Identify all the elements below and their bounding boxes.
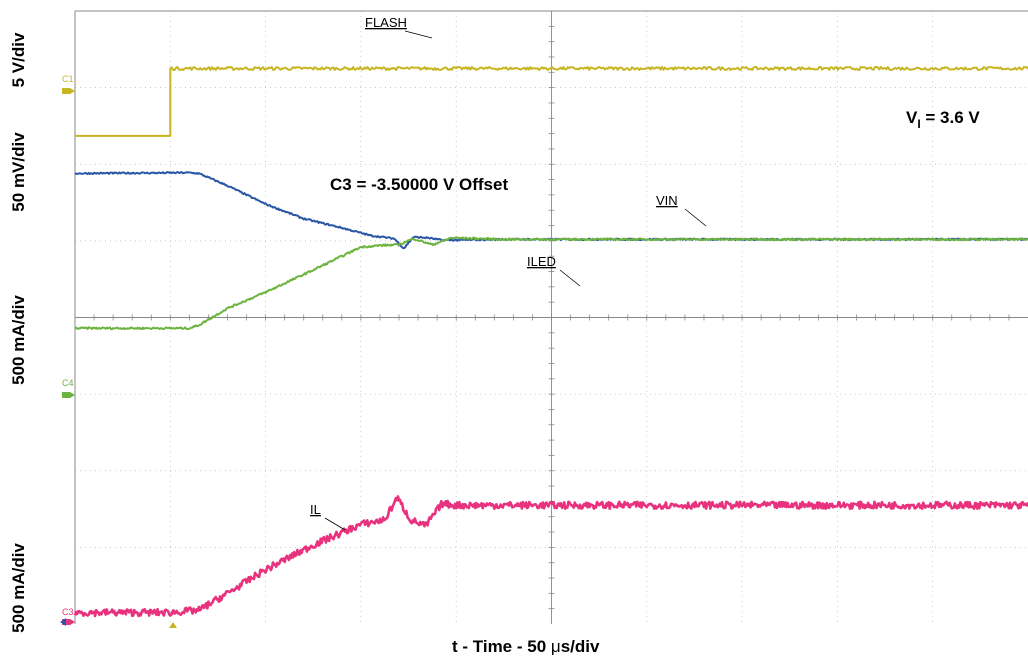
x-label-prefix: t - Time - 50: [452, 637, 551, 656]
y-scale-label-c1: 5 V/div: [9, 32, 28, 87]
channel-label-c4: C4: [62, 378, 74, 388]
trace-il: [73, 495, 1028, 618]
condition-sub: I: [917, 117, 920, 131]
leader-iled: [559, 269, 581, 287]
leader-flash: [404, 30, 433, 39]
channel-marker-c2: [60, 618, 66, 626]
trace-flash: [75, 65, 1028, 137]
x-axis-label: t - Time - 50 μs/div: [452, 637, 600, 656]
trigger-marker: [169, 622, 177, 628]
series-label-flash: FLASH: [365, 15, 407, 30]
offset-annotation: C3 = -3.50000 V Offset: [330, 175, 508, 194]
leader-vin: [684, 208, 707, 227]
series-label-iled: ILED: [527, 254, 556, 269]
channel-label-c1: C1: [62, 74, 74, 84]
condition-main: V: [906, 108, 918, 127]
y-scale-label-c2: 50 mV/div: [9, 132, 28, 212]
channel-marker-c1: [62, 88, 75, 94]
x-label-mu: μ: [551, 637, 561, 656]
y-scale-label-c3: 500 mA/div: [9, 543, 28, 633]
condition-annotation: VI = 3.6 V: [906, 108, 980, 131]
traces: [73, 65, 1028, 618]
y-scale-label-c4: 500 mA/div: [9, 295, 28, 385]
trace-iled: [74, 236, 1028, 331]
x-label-suffix: s/div: [561, 637, 600, 656]
condition-rest: = 3.6 V: [921, 108, 981, 127]
leader-il: [324, 517, 346, 531]
channel-label-c3: C3: [62, 607, 74, 617]
channel-marker-c4: [62, 392, 75, 398]
series-label-vin: VIN: [656, 193, 678, 208]
series-label-il: IL: [310, 502, 321, 517]
